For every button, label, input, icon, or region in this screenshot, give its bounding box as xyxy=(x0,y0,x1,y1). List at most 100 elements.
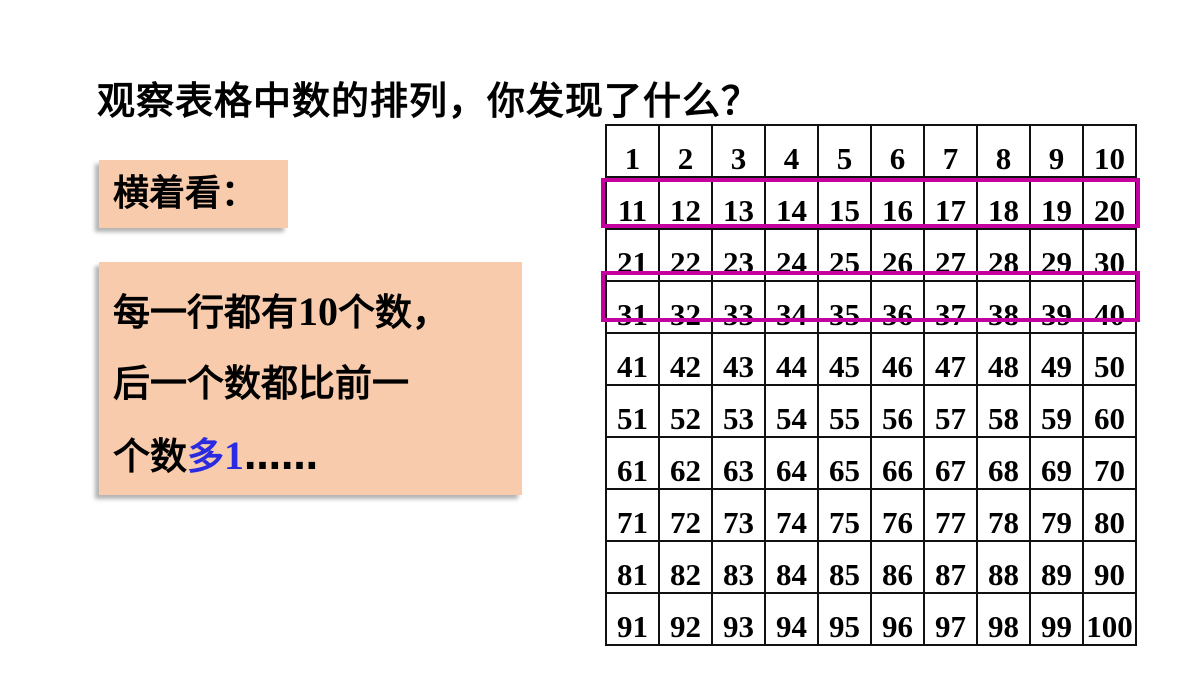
grid-cell: 43 xyxy=(711,332,766,386)
grid-cell: 36 xyxy=(870,280,925,334)
grid-cell: 95 xyxy=(817,592,872,646)
grid-cell: 52 xyxy=(658,384,713,438)
grid-row: 11 12 13 14 15 16 17 18 19 20 xyxy=(605,176,1137,230)
grid-cell: 82 xyxy=(658,540,713,594)
grid-cell: 58 xyxy=(976,384,1031,438)
grid-cell: 92 xyxy=(658,592,713,646)
grid-cell: 4 xyxy=(764,124,819,178)
grid-cell: 20 xyxy=(1082,176,1137,230)
grid-cell: 87 xyxy=(923,540,978,594)
grid-cell: 40 xyxy=(1082,280,1137,334)
grid-cell: 67 xyxy=(923,436,978,490)
grid-cell: 12 xyxy=(658,176,713,230)
grid-cell: 31 xyxy=(605,280,660,334)
grid-cell: 13 xyxy=(711,176,766,230)
grid-cell: 47 xyxy=(923,332,978,386)
grid-cell: 80 xyxy=(1082,488,1137,542)
grid-row: 1 2 3 4 5 6 7 8 9 10 xyxy=(605,124,1137,178)
grid-row: 71 72 73 74 75 76 77 78 79 80 xyxy=(605,488,1137,542)
highlight-text: 多 xyxy=(187,435,224,478)
grid-cell: 76 xyxy=(870,488,925,542)
grid-cell: 63 xyxy=(711,436,766,490)
grid-cell: 17 xyxy=(923,176,978,230)
grid-cell: 50 xyxy=(1082,332,1137,386)
grid-row: 81 82 83 84 85 86 87 88 89 90 xyxy=(605,540,1137,594)
grid-cell: 34 xyxy=(764,280,819,334)
grid-cell: 64 xyxy=(764,436,819,490)
grid-cell: 46 xyxy=(870,332,925,386)
grid-cell: 32 xyxy=(658,280,713,334)
grid-row: 61 62 63 64 65 66 67 68 69 70 xyxy=(605,436,1137,490)
grid-cell: 86 xyxy=(870,540,925,594)
grid-cell: 60 xyxy=(1082,384,1137,438)
grid-cell: 91 xyxy=(605,592,660,646)
grid-cell: 51 xyxy=(605,384,660,438)
grid-cell: 15 xyxy=(817,176,872,230)
grid-cell: 71 xyxy=(605,488,660,542)
grid-cell: 59 xyxy=(1029,384,1084,438)
grid-cell: 97 xyxy=(923,592,978,646)
grid-cell: 83 xyxy=(711,540,766,594)
grid-cell: 49 xyxy=(1029,332,1084,386)
grid-cell: 53 xyxy=(711,384,766,438)
grid-cell: 56 xyxy=(870,384,925,438)
grid-cell: 39 xyxy=(1029,280,1084,334)
grid-cell: 100 xyxy=(1082,592,1137,646)
grid-cell: 5 xyxy=(817,124,872,178)
observation-line-1: 每一行都有10个数， xyxy=(113,276,522,348)
text: 个数 xyxy=(113,435,187,478)
grid-cell: 81 xyxy=(605,540,660,594)
grid-cell: 55 xyxy=(817,384,872,438)
grid-cell: 88 xyxy=(976,540,1031,594)
grid-cell: 73 xyxy=(711,488,766,542)
grid-cell: 65 xyxy=(817,436,872,490)
grid-cell: 61 xyxy=(605,436,660,490)
grid-cell: 45 xyxy=(817,332,872,386)
grid-cell: 98 xyxy=(976,592,1031,646)
text: 每一行都有 xyxy=(113,291,298,334)
grid-row: 51 52 53 54 55 56 57 58 59 60 xyxy=(605,384,1137,438)
grid-cell: 18 xyxy=(976,176,1031,230)
grid-cell: 72 xyxy=(658,488,713,542)
grid-cell: 10 xyxy=(1082,124,1137,178)
observation-line-2: 后一个数都比前一 xyxy=(113,362,409,405)
question-title: 观察表格中数的排列，你发现了什么？ xyxy=(97,79,761,123)
number: 10 xyxy=(298,289,338,334)
grid-cell: 8 xyxy=(976,124,1031,178)
grid-cell: 19 xyxy=(1029,176,1084,230)
grid-cell: 79 xyxy=(1029,488,1084,542)
grid-cell: 42 xyxy=(658,332,713,386)
grid-cell: 93 xyxy=(711,592,766,646)
grid-cell: 1 xyxy=(605,124,660,178)
grid-cell: 77 xyxy=(923,488,978,542)
grid-cell: 6 xyxy=(870,124,925,178)
grid-cell: 37 xyxy=(923,280,978,334)
observation-line-3: 个数多1…… xyxy=(113,420,522,492)
grid-row: 91 92 93 94 95 96 97 98 99 100 xyxy=(605,592,1137,646)
grid-cell: 94 xyxy=(764,592,819,646)
grid-cell: 75 xyxy=(817,488,872,542)
grid-cell: 70 xyxy=(1082,436,1137,490)
grid-cell: 33 xyxy=(711,280,766,334)
grid-cell: 69 xyxy=(1029,436,1084,490)
grid-cell: 96 xyxy=(870,592,925,646)
grid-cell: 11 xyxy=(605,176,660,230)
highlight-number: 1 xyxy=(224,433,244,478)
grid-cell: 57 xyxy=(923,384,978,438)
grid-cell: 68 xyxy=(976,436,1031,490)
grid-cell: 44 xyxy=(764,332,819,386)
grid-cell: 7 xyxy=(923,124,978,178)
grid-cell: 9 xyxy=(1029,124,1084,178)
grid-cell: 41 xyxy=(605,332,660,386)
grid-cell: 78 xyxy=(976,488,1031,542)
text: 个数， xyxy=(338,291,449,334)
grid-cell: 2 xyxy=(658,124,713,178)
grid-cell: 84 xyxy=(764,540,819,594)
grid-cell: 54 xyxy=(764,384,819,438)
grid-cell: 3 xyxy=(711,124,766,178)
grid-cell: 38 xyxy=(976,280,1031,334)
grid-row: 31 32 33 34 35 36 37 38 39 40 xyxy=(605,280,1137,334)
observation-box: 每一行都有10个数， 后一个数都比前一 个数多1…… xyxy=(99,262,522,495)
row-highlight-31-40 xyxy=(601,271,1140,322)
grid-cell: 48 xyxy=(976,332,1031,386)
